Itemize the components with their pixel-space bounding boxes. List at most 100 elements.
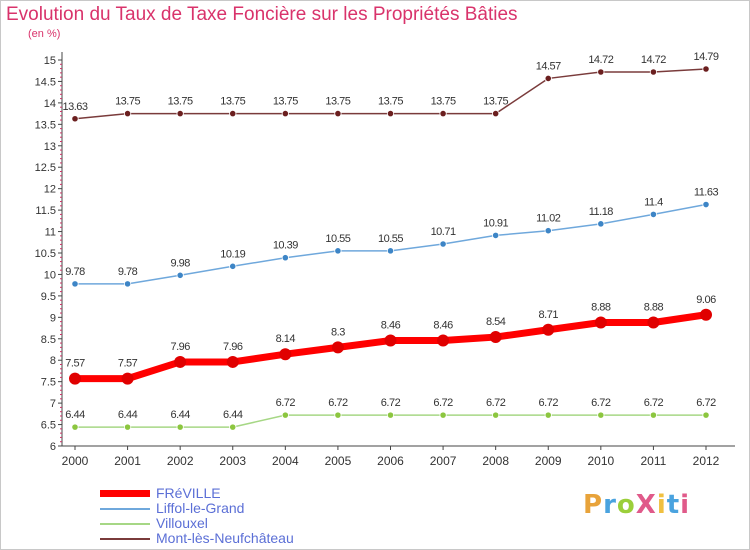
data-point	[123, 423, 132, 431]
data-label: 7.96	[170, 341, 190, 353]
data-point	[174, 355, 187, 368]
x-tick-label: 2008	[482, 454, 509, 468]
y-tick-label: 11	[45, 227, 56, 239]
data-point	[649, 411, 658, 419]
y-tick-label: 15	[44, 55, 56, 67]
data-point	[594, 316, 607, 329]
x-tick-label: 2002	[167, 454, 194, 468]
data-label: 13.75	[431, 96, 456, 108]
data-label: 14.72	[588, 54, 613, 66]
y-tick-label: 10	[44, 269, 56, 281]
data-label: 8.54	[486, 316, 506, 328]
x-tick-label: 2012	[693, 454, 720, 468]
data-label: 8.88	[644, 301, 664, 313]
data-point	[437, 334, 450, 347]
data-point	[69, 372, 81, 385]
legend-swatch	[100, 490, 150, 497]
data-point	[386, 110, 395, 118]
data-point	[229, 262, 237, 270]
data-point	[123, 280, 132, 288]
y-tick-label: 12.5	[35, 162, 56, 174]
y-tick-label: 6	[50, 441, 56, 453]
legend-label: Mont-lès-Neufchâteau	[156, 530, 294, 546]
data-label: 8.14	[276, 333, 296, 345]
data-point	[176, 271, 184, 279]
data-point	[384, 334, 397, 347]
legend-label: FRéVILLE	[156, 485, 221, 501]
data-point	[71, 115, 79, 123]
data-label: 6.72	[328, 397, 348, 409]
y-tick-label: 7.5	[41, 377, 56, 389]
x-tick-label: 2005	[325, 454, 352, 468]
y-tick-label: 12	[44, 184, 56, 196]
data-point	[176, 110, 184, 118]
x-tick-label: 2000	[62, 454, 89, 468]
unit-label: (en %)	[28, 28, 61, 40]
data-label: 11.18	[589, 206, 614, 218]
data-label: 10.55	[325, 233, 350, 245]
y-tick-label: 8	[50, 355, 56, 367]
y-tick-label: 14	[44, 98, 56, 110]
data-label: 14.57	[536, 60, 561, 72]
logo-letter: r	[603, 490, 617, 520]
data-point	[702, 411, 710, 419]
data-point	[489, 331, 502, 344]
data-label: 6.72	[381, 397, 401, 409]
data-label: 10.39	[273, 240, 298, 252]
data-point	[226, 355, 239, 368]
legend-swatch	[100, 538, 150, 540]
data-point	[649, 210, 658, 218]
data-point	[386, 411, 395, 419]
data-label: 6.44	[65, 409, 85, 421]
data-point	[492, 231, 500, 240]
data-label: 6.44	[118, 409, 138, 421]
data-point	[492, 110, 500, 118]
data-label: 13.75	[483, 96, 508, 108]
data-point	[386, 247, 395, 255]
data-label: 13.75	[378, 96, 403, 108]
data-label: 7.57	[118, 358, 138, 370]
data-point	[544, 227, 552, 235]
data-label: 9.98	[170, 257, 190, 269]
legend-swatch	[100, 523, 150, 525]
data-point	[439, 110, 447, 118]
data-point	[121, 372, 134, 385]
data-point	[229, 423, 237, 431]
data-label: 13.75	[168, 96, 193, 108]
data-label: 8.71	[539, 309, 559, 321]
y-tick-label: 11.5	[35, 205, 56, 217]
x-tick-label: 2003	[219, 454, 246, 468]
data-label: 6.44	[170, 409, 190, 421]
chart-title: Evolution du Taux de Taxe Foncière sur l…	[6, 4, 518, 25]
data-label: 6.72	[486, 397, 506, 409]
data-label: 7.96	[223, 341, 243, 353]
data-label: 11.63	[694, 187, 719, 199]
data-label: 13.75	[115, 96, 140, 108]
data-point	[597, 220, 605, 228]
data-label: 7.57	[65, 358, 85, 370]
data-point	[439, 240, 447, 248]
data-point	[439, 411, 447, 419]
data-label: 9.06	[696, 294, 716, 306]
data-label: 8.46	[381, 319, 401, 331]
x-tick-label: 2009	[535, 454, 562, 468]
data-point	[647, 316, 660, 329]
legend-label: Villouxel	[156, 515, 208, 531]
data-label: 6.72	[433, 397, 453, 409]
data-label: 6.72	[644, 397, 664, 409]
data-label: 14.72	[641, 54, 666, 66]
data-point	[544, 74, 552, 83]
logo-letter: P	[583, 490, 604, 520]
data-label: 11.02	[536, 213, 561, 225]
data-label: 6.72	[539, 397, 559, 409]
x-tick-label: 2006	[377, 454, 404, 468]
y-tick-label: 9.5	[41, 291, 56, 303]
data-label: 6.44	[223, 409, 243, 421]
data-point	[281, 110, 289, 118]
data-point	[702, 65, 710, 73]
x-tick-label: 2011	[641, 454, 667, 468]
data-point	[702, 200, 710, 209]
data-point	[597, 411, 605, 419]
data-point	[176, 423, 184, 431]
data-label: 8.3	[331, 326, 345, 338]
